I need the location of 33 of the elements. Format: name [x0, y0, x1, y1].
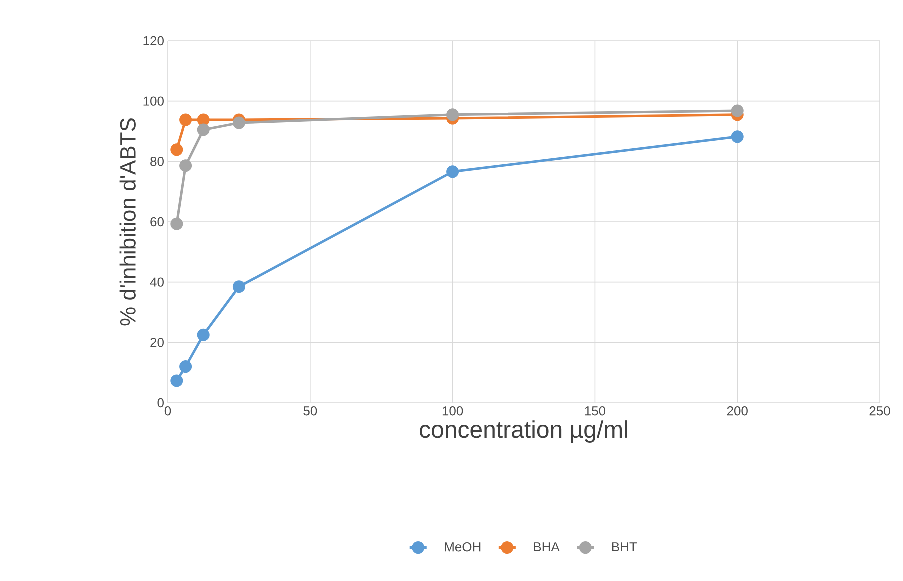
legend-label: BHT — [612, 542, 638, 552]
y-tick-label: 80 — [150, 157, 164, 166]
point — [446, 108, 460, 122]
point — [180, 114, 192, 126]
y-tick-label: 20 — [150, 338, 164, 348]
x-tick-label: 200 — [727, 406, 748, 416]
point — [170, 144, 184, 156]
point — [197, 124, 210, 136]
point — [446, 166, 460, 178]
legend-label: MeOH — [445, 542, 481, 552]
point — [731, 104, 744, 118]
x-axis-title: concentration µg/ml — [420, 420, 628, 443]
point — [197, 114, 210, 126]
y-tick-label: 100 — [144, 96, 164, 106]
point — [232, 116, 246, 130]
point — [180, 160, 192, 172]
y-tick-label: 0 — [158, 398, 164, 408]
y-tick-label: 60 — [150, 217, 164, 227]
x-tick-label: 0 — [164, 406, 172, 416]
point — [170, 218, 184, 230]
x-tick-label: 100 — [442, 406, 464, 416]
x-tick-label: 50 — [304, 406, 318, 416]
point — [731, 130, 744, 144]
point — [170, 374, 184, 388]
y-tick-label: 40 — [150, 278, 164, 287]
y-axis-title: % d'inhibition d'ABTS — [120, 118, 136, 326]
point — [197, 328, 210, 342]
x-tick-label: 150 — [585, 406, 606, 416]
y-tick-label: 120 — [144, 36, 164, 46]
point — [180, 360, 192, 374]
point — [232, 280, 246, 294]
x-tick-label: 250 — [870, 406, 890, 416]
legend-label: BHA — [534, 542, 560, 552]
